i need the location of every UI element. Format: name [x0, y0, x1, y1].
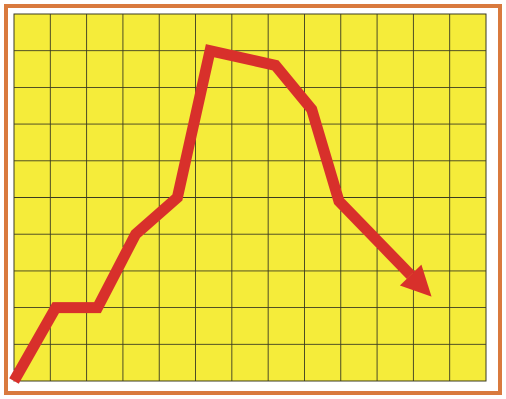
arrow-head — [399, 264, 432, 297]
series-marks — [9, 44, 432, 384]
chart-frame — [4, 4, 502, 395]
line-chart — [9, 13, 487, 384]
trend-line — [9, 44, 415, 384]
